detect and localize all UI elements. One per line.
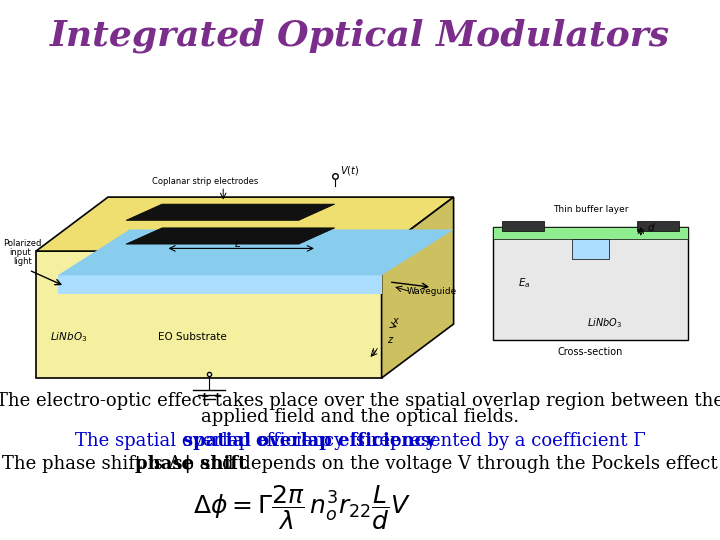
Text: spatial overlap efficiency: spatial overlap efficiency [183, 432, 436, 450]
Text: $z$: $z$ [387, 335, 395, 345]
Text: The electro-optic effect takes place over the spatial overlap region between the: The electro-optic effect takes place ove… [0, 392, 720, 409]
Text: $\Delta\phi = \Gamma \dfrac{2\pi}{\lambda}\, n_o^3 r_{22} \dfrac{L}{d} V$: $\Delta\phi = \Gamma \dfrac{2\pi}{\lambd… [194, 483, 411, 532]
Polygon shape [126, 228, 335, 244]
Bar [493, 227, 688, 239]
Polygon shape [36, 197, 454, 251]
Text: Waveguide: Waveguide [407, 287, 457, 296]
Polygon shape [36, 251, 382, 378]
Text: light: light [13, 257, 32, 266]
Text: $y$: $y$ [371, 346, 379, 357]
Text: Polarized: Polarized [4, 239, 42, 248]
Polygon shape [58, 275, 382, 294]
Text: LiNbO$_3$: LiNbO$_3$ [50, 330, 88, 344]
Text: $x$: $x$ [392, 316, 400, 326]
Text: $L$: $L$ [234, 237, 241, 249]
Text: LiNbO$_3$: LiNbO$_3$ [587, 316, 622, 330]
Text: Integrated Optical Modulators: Integrated Optical Modulators [50, 19, 670, 53]
Text: The spatial overlap efficiency is represented by a coefficient Γ: The spatial overlap efficiency is repres… [75, 432, 645, 450]
Bar [502, 221, 544, 231]
Text: The phase shift is Δϕ and depends on the voltage ​V​ through the Pockels effect: The phase shift is Δϕ and depends on the… [2, 455, 718, 472]
Text: phase shift: phase shift [135, 455, 246, 472]
Polygon shape [58, 230, 454, 275]
Bar [493, 227, 688, 340]
Text: Cross-section: Cross-section [558, 347, 623, 357]
Text: $d$: $d$ [647, 221, 655, 233]
Text: applied field and the optical fields.: applied field and the optical fields. [201, 408, 519, 426]
Bar [572, 239, 609, 259]
Text: The spatial overlap efficiency is represented by a coefficient Γ: The spatial overlap efficiency is repres… [75, 432, 645, 450]
Text: $E_a$: $E_a$ [518, 276, 531, 290]
Polygon shape [382, 197, 454, 378]
Text: Thin buffer layer: Thin buffer layer [553, 205, 628, 214]
Text: Coplanar strip electrodes: Coplanar strip electrodes [152, 177, 258, 186]
Text: input: input [9, 248, 31, 257]
Polygon shape [126, 204, 335, 220]
Text: EO Substrate: EO Substrate [158, 332, 227, 342]
Bar [637, 221, 679, 231]
Text: $V(t)$: $V(t)$ [340, 164, 359, 177]
